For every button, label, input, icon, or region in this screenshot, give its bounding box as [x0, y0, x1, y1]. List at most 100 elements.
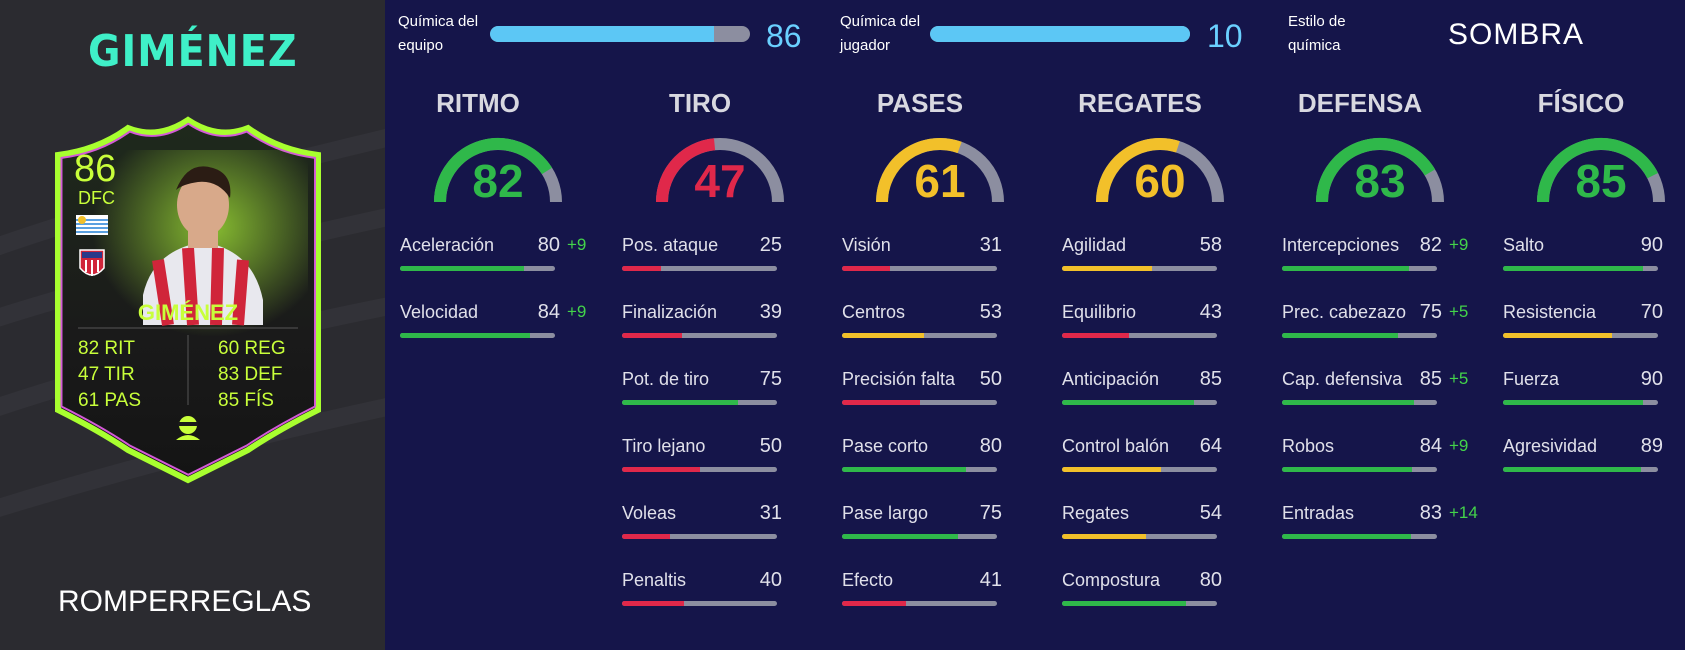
club-badge-icon: [79, 249, 105, 276]
attribute-row: Pot. de tiro 75: [622, 368, 782, 409]
attribute-label: Pase largo: [842, 503, 929, 523]
attribute-row: Velocidad 84 +9: [400, 301, 586, 342]
attribute-value: 82: [1419, 234, 1442, 256]
card-stat: 82 RIT: [78, 338, 136, 359]
attribute-row: Fuerza 90: [1503, 368, 1663, 409]
card-frame: [55, 116, 321, 484]
attribute-value: 39: [759, 301, 782, 323]
attribute-bar: [1282, 467, 1437, 472]
attribute-value: 43: [1199, 301, 1222, 323]
attribute-bar: [622, 601, 777, 606]
attribute-bar: [1503, 400, 1658, 405]
category-title: RITMO: [436, 88, 520, 118]
category-title: DEFENSA: [1297, 88, 1423, 118]
attribute-row: Equilibrio 43: [1062, 301, 1222, 342]
category-gauge: [1096, 138, 1224, 203]
attribute-bar: [1062, 400, 1217, 405]
attribute-bar: [1282, 400, 1437, 405]
team-chemistry-value: 86: [766, 18, 802, 54]
category-gauge: [656, 138, 784, 203]
attribute-row: Salto 90: [1503, 234, 1663, 275]
attribute-value: 84: [1419, 435, 1442, 457]
attribute-label: Pase corto: [842, 436, 929, 456]
attribute-boost: +14: [1449, 503, 1478, 522]
attribute-label: Velocidad: [400, 302, 479, 322]
player-chemistry-label: Química del jugador: [840, 13, 921, 54]
attribute-bar: [1503, 333, 1658, 338]
attribute-value: 80: [1199, 569, 1222, 591]
attribute-row: Entradas 83 +14: [1282, 502, 1478, 543]
attribute-row: Anticipación 85: [1062, 368, 1222, 409]
team-chemistry-bar: [490, 26, 750, 42]
attribute-value: 89: [1640, 435, 1663, 457]
attribute-value: 80: [979, 435, 1002, 457]
attribute-label: Agresividad: [1503, 436, 1598, 456]
attribute-label: Aceleración: [400, 235, 495, 255]
attribute-value: 70: [1640, 301, 1663, 323]
attribute-boost: +5: [1449, 369, 1469, 388]
attribute-bar: [400, 266, 555, 271]
attribute-bar: [622, 400, 777, 405]
attribute-value: 50: [979, 368, 1002, 390]
attribute-row: Prec. cabezazo 75 +5: [1282, 301, 1468, 342]
gauge-fill: [434, 138, 553, 203]
attribute-boost: +9: [567, 235, 587, 254]
attribute-value: 80: [537, 234, 560, 256]
attribute-boost: +9: [567, 302, 587, 321]
attribute-row: Pos. ataque 25: [622, 234, 782, 275]
gauge-fill: [876, 138, 962, 203]
attribute-value: 90: [1640, 234, 1663, 256]
attribute-boost: +9: [1449, 235, 1469, 254]
attribute-bar: [842, 400, 997, 405]
attribute-bar: [1503, 266, 1658, 271]
attribute-bar: [622, 266, 777, 271]
card-rarity-name: ROMPERREGLAS: [58, 585, 312, 618]
attribute-label: Visión: [842, 235, 891, 255]
category-title: PASES: [876, 88, 964, 118]
attribute-bar: [1282, 534, 1437, 539]
player-portrait: [143, 166, 263, 326]
chemistry-style-value[interactable]: SOMBRA: [1448, 18, 1585, 51]
attribute-bar: [1062, 266, 1217, 271]
card-stat: 47 TIR: [78, 364, 135, 385]
attribute-label: Pos. ataque: [622, 235, 719, 255]
attribute-row: Penaltis 40: [622, 569, 782, 610]
category-gauge: [876, 138, 1004, 203]
category-gauge: [1316, 138, 1444, 203]
attribute-bar: [622, 467, 777, 472]
attribute-bar: [1282, 333, 1437, 338]
category-value: 85: [1575, 155, 1627, 207]
attribute-row: Agilidad 58: [1062, 234, 1222, 275]
player-card[interactable]: 86 DFC GIMÉNEZ 82 RIT 47 TIR 61 PAS 60 R…: [38, 110, 338, 490]
attribute-label: Efecto: [842, 570, 894, 590]
attribute-row: Control balón 64: [1062, 435, 1222, 476]
attribute-bar: [1062, 467, 1217, 472]
attribute-row: Aceleración 80 +9: [400, 234, 586, 275]
card-stat: 61 PAS: [78, 390, 142, 411]
attribute-row: Pase corto 80: [842, 435, 1002, 476]
attribute-row: Cap. defensiva 85 +5: [1282, 368, 1468, 409]
attribute-value: 54: [1199, 502, 1222, 524]
attribute-bar: [400, 333, 555, 338]
category-value: 82: [472, 155, 524, 207]
player-name-heading: GIMÉNEZ: [88, 26, 298, 77]
attribute-boost: +9: [1449, 436, 1469, 455]
card-stats: 82 RIT 47 TIR 61 PAS 60 REG 83 DEF 85 FÍ…: [78, 338, 308, 418]
player-chemistry-bar: [930, 26, 1190, 42]
attribute-row: Robos 84 +9: [1282, 435, 1468, 476]
attribute-value: 31: [759, 502, 782, 524]
attribute-row: Visión 31: [842, 234, 1002, 275]
attribute-bar: [1062, 601, 1217, 606]
attribute-row: Resistencia 70: [1503, 301, 1663, 342]
category-gauge: [434, 138, 562, 203]
attribute-row: Compostura 80: [1062, 569, 1222, 610]
category-title: TIRO: [668, 88, 732, 118]
chemistry-style-label: Estilo de química: [1288, 13, 1346, 54]
attribute-row: Tiro lejano 50: [622, 435, 782, 476]
gauge-fill: [1537, 138, 1659, 203]
attribute-bar: [842, 601, 997, 606]
category-value: 47: [694, 155, 746, 207]
gauge-fill: [1096, 138, 1180, 203]
attribute-value: 90: [1640, 368, 1663, 390]
attribute-value: 85: [1199, 368, 1222, 390]
